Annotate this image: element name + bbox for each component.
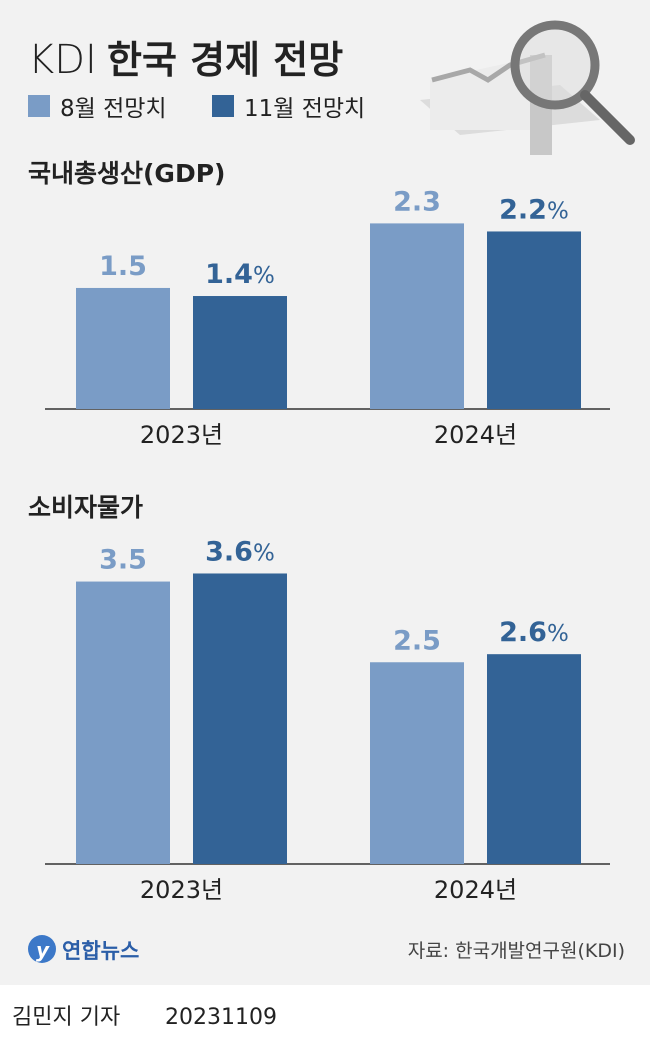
title-prefix: KDI (28, 37, 97, 83)
cpi-chart-title: 소비자물가 (28, 493, 143, 522)
category-label: 2023년 (140, 421, 223, 449)
bar (76, 287, 170, 409)
legend-label-nov: 11월 전망치 (244, 96, 365, 122)
page-title: 한국 경제 전망 (107, 38, 343, 82)
data-label: 1.4% (205, 259, 275, 290)
category-label: 2024년 (434, 421, 517, 449)
gdp-chart-title: 국내총생산(GDP) (28, 159, 225, 188)
date: 20231109 (165, 1005, 277, 1030)
data-label: 3.5 (99, 545, 147, 576)
data-label: 2.2% (499, 194, 569, 225)
bar (370, 223, 464, 409)
svg-text:y: y (36, 938, 50, 962)
legend-swatch-aug (28, 95, 50, 117)
bar (193, 573, 287, 864)
legend-swatch-nov (212, 95, 234, 117)
bar (370, 662, 464, 864)
data-label: 2.3 (393, 186, 441, 217)
bar (487, 231, 581, 409)
data-label: 2.5 (393, 625, 441, 656)
logo-text: 연합뉴스 (62, 939, 139, 963)
bar (193, 296, 287, 409)
legend-label-aug: 8월 전망치 (60, 96, 167, 122)
bar (76, 581, 170, 864)
data-label: 1.5 (99, 251, 147, 282)
data-label: 2.6% (499, 617, 569, 648)
data-label: 3.6% (205, 536, 275, 567)
bar (487, 654, 581, 864)
magnifier-chart-icon (420, 20, 635, 155)
source-text: 자료: 한국개발연구원(KDI) (408, 940, 625, 962)
byline: 김민지 기자 (12, 1005, 120, 1030)
yonhap-logo: y 연합뉴스 (28, 935, 139, 963)
category-label: 2024년 (434, 876, 517, 904)
category-label: 2023년 (140, 876, 223, 904)
